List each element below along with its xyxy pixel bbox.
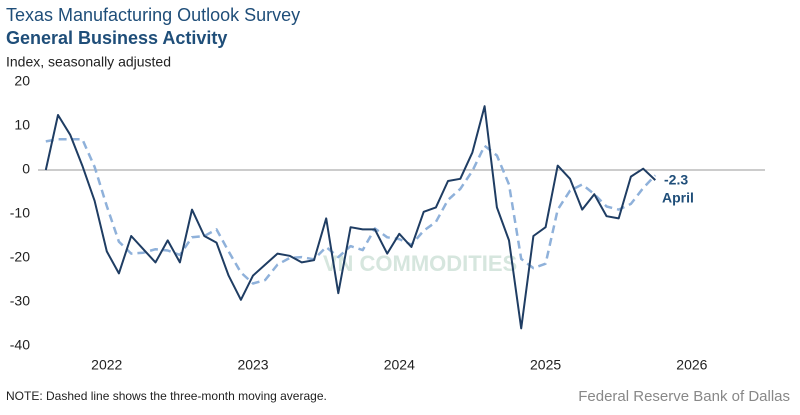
y-tick-label: -20 bbox=[10, 249, 30, 265]
source: Federal Reserve Bank of Dallas bbox=[578, 388, 790, 405]
x-tick-label: 2022 bbox=[91, 357, 122, 373]
x-tick-label: 2024 bbox=[384, 357, 415, 373]
y-tick-label: 0 bbox=[22, 161, 30, 177]
y-axis-label: Index, seasonally adjusted bbox=[6, 54, 171, 70]
y-tick-label: -10 bbox=[10, 205, 30, 221]
moving-average-line bbox=[45, 137, 657, 285]
annotation: -2.3 bbox=[664, 172, 688, 188]
y-tick-label: -30 bbox=[10, 293, 30, 309]
y-tick-label: -40 bbox=[10, 337, 30, 353]
chart-title: Texas Manufacturing Outlook Survey bbox=[6, 5, 300, 25]
y-tick-label: 10 bbox=[14, 117, 30, 133]
x-tick-label: 2023 bbox=[237, 357, 268, 373]
annotation: April bbox=[662, 190, 694, 206]
x-tick-label: 2025 bbox=[530, 357, 561, 373]
y-tick-label: 20 bbox=[14, 73, 30, 89]
x-tick-label: 2026 bbox=[676, 357, 707, 373]
index-line bbox=[44, 105, 656, 330]
chart-subtitle: General Business Activity bbox=[6, 28, 227, 48]
watermark: VN COMMODITIES bbox=[323, 251, 517, 276]
note: NOTE: Dashed line shows the three-month … bbox=[6, 389, 327, 403]
